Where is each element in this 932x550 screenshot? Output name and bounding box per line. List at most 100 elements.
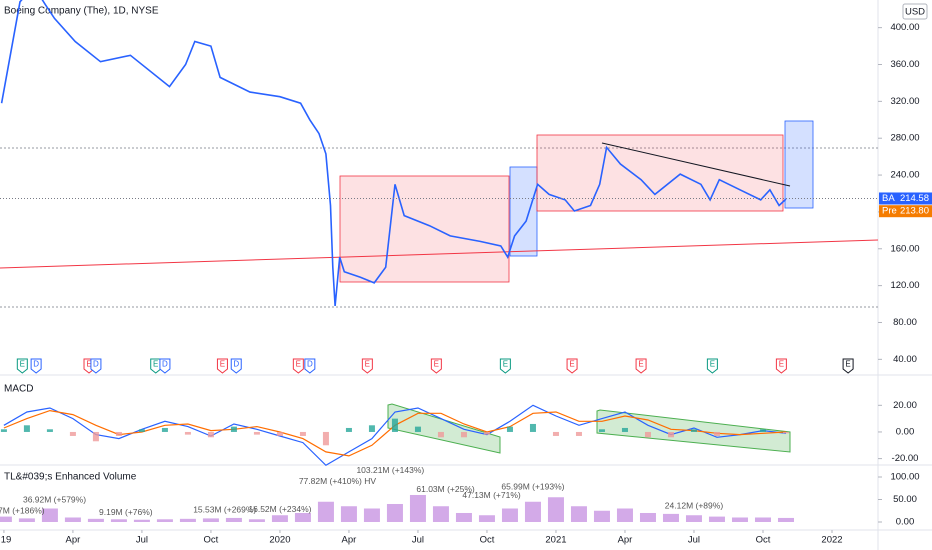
volume-bar [0, 516, 12, 522]
price-label-value: 214.58 [900, 193, 929, 204]
x-tick-label: Jul [688, 535, 700, 546]
histogram-bar [598, 429, 605, 432]
price-line-group [0, 0, 787, 306]
volume-bar [133, 519, 150, 522]
chart-title: Boeing Company (The), 1D, NYSE [4, 6, 159, 17]
volume-annotation: 47.13M (+71%) [462, 490, 521, 500]
volume-bar [64, 517, 81, 522]
x-tick-label: Jul [412, 535, 424, 546]
trend-line [0, 239, 879, 269]
histogram-bar [276, 431, 283, 436]
event-marker [775, 358, 787, 374]
histogram-bar [506, 426, 513, 432]
histogram-bar [621, 427, 628, 432]
event-marker [292, 358, 304, 374]
histogram-bar [138, 429, 145, 432]
volume-bar [593, 510, 610, 522]
event-label: E [296, 360, 301, 369]
event-label: E [710, 360, 715, 369]
volume-bar [547, 497, 564, 522]
y-tick-label: 160.00 [890, 243, 919, 254]
volume-annotation: 24.12M (+89%) [665, 500, 724, 510]
volume-annotation: 15.53M (+269%) [193, 504, 256, 514]
histogram-bar [92, 431, 99, 442]
histogram-bar [230, 426, 237, 432]
volume-bar [202, 518, 219, 522]
volume-bar [87, 518, 104, 522]
price-label-name: BA [882, 193, 895, 204]
volume-bar [708, 516, 725, 522]
event-label: E [153, 360, 158, 369]
histogram-bar [253, 431, 260, 435]
event-marker [842, 358, 854, 374]
volume-bar [110, 519, 127, 522]
event-label: D [93, 360, 99, 369]
event-marker [499, 358, 511, 374]
histogram-bar [414, 426, 421, 432]
volume-bar [731, 517, 748, 522]
y-tick-label: 240.00 [890, 170, 919, 181]
event-marker [706, 358, 718, 374]
x-tick-label: Apr [618, 535, 633, 546]
x-tick-label: Oct [480, 535, 495, 546]
volume-bar [409, 494, 426, 522]
y-tick-label: 80.00 [893, 317, 917, 328]
event-marker [635, 358, 647, 374]
event-marker [230, 358, 242, 374]
event-label: E [503, 360, 508, 369]
volume-bar [386, 503, 403, 522]
histogram-bar [0, 429, 7, 432]
event-marker [304, 358, 316, 374]
event-marker [159, 358, 171, 374]
volume-annotation: 12.7M (+186%) [0, 506, 45, 516]
volume-bar [616, 508, 633, 522]
histogram-bar [759, 429, 766, 432]
volume-bar [271, 515, 288, 522]
histogram-bar [529, 423, 536, 432]
event-label: E [365, 360, 370, 369]
event-label: D [307, 360, 313, 369]
volume-bar [777, 517, 794, 522]
y-tick-label: 20.00 [893, 400, 917, 411]
histogram-bar [667, 431, 674, 438]
volume-annotation: 77.82M (+410%) HV [299, 476, 377, 486]
volume-bar [754, 517, 771, 522]
y-tick-label: 320.00 [890, 96, 919, 107]
event-label: E [434, 360, 439, 369]
event-marker [90, 358, 102, 374]
histogram-bar [460, 431, 467, 438]
histogram-bar [713, 431, 720, 436]
event-marker [16, 358, 28, 374]
currency-box[interactable] [902, 3, 928, 20]
volume-bar [524, 501, 541, 522]
volume-bar [363, 508, 380, 522]
event-marker [216, 358, 228, 374]
x-tick-label: Apr [66, 535, 81, 546]
histogram-bar [368, 425, 375, 432]
price-line [0, 0, 787, 306]
histogram-bar [322, 431, 329, 446]
volume-bar [455, 512, 472, 522]
range-box [536, 134, 784, 212]
y-tick-label: -20.00 [892, 453, 919, 464]
volume-bar [501, 508, 518, 522]
histogram-bar [207, 431, 214, 438]
currency: USD [905, 7, 925, 18]
histogram-bar [391, 418, 398, 432]
volume-bar [478, 515, 495, 522]
x-tick-label: Apr [342, 535, 357, 546]
volume-bar [570, 506, 587, 522]
volume-annotation: 16.52M (+234%) [248, 504, 311, 514]
volume-bar [225, 517, 242, 522]
volume-bar [18, 518, 35, 522]
x-tick-label: 2022 [821, 535, 842, 546]
volume-bar [432, 506, 449, 522]
y-tick-label: 0.00 [896, 426, 915, 437]
x-tick-label: Jul [136, 535, 148, 546]
event-label: E [86, 360, 91, 369]
event-marker [566, 358, 578, 374]
x-tick-label: 2020 [269, 535, 290, 546]
volume-bar [317, 501, 334, 522]
histogram-bar [483, 431, 490, 435]
